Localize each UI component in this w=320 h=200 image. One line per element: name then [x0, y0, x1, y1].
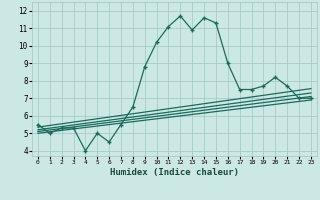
X-axis label: Humidex (Indice chaleur): Humidex (Indice chaleur) [110, 168, 239, 177]
